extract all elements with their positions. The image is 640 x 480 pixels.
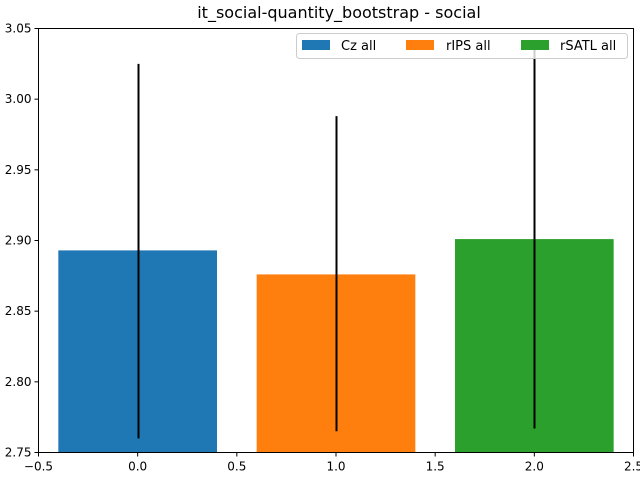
errorbars-group (137, 49, 536, 439)
chart-title: it_social-quantity_bootstrap - social (197, 3, 481, 23)
y-tick-label: 2.90 (5, 234, 32, 248)
x-tick-label: 2.0 (525, 460, 544, 474)
y-tick-label: 3.00 (5, 92, 32, 106)
legend-label-2: rSATL all (560, 39, 616, 54)
x-tick-label: 2.5 (624, 460, 640, 474)
x-tick-label: 0.0 (128, 460, 147, 474)
x-tick-label: −0.5 (24, 460, 53, 474)
y-tick-label: 3.05 (5, 22, 32, 36)
legend: Cz all rIPS all rSATL all (296, 33, 628, 59)
legend-swatch-2 (521, 40, 549, 50)
y-tick-label: 2.85 (5, 304, 32, 318)
legend-box (296, 33, 628, 59)
y-tick-label: 2.75 (5, 446, 32, 460)
x-tick-label: 1.5 (426, 460, 445, 474)
x-tick-label: 1.0 (326, 460, 345, 474)
x-axis: −0.5 0.0 0.5 1.0 1.5 2.0 2.5 (24, 452, 640, 474)
legend-swatch-1 (406, 40, 434, 50)
legend-label-1: rIPS all (446, 39, 491, 54)
y-axis: 2.75 2.80 2.85 2.90 2.95 3.00 3.05 (5, 22, 39, 460)
legend-label-0: Cz all (341, 39, 376, 54)
legend-swatch-0 (302, 40, 330, 50)
y-tick-label: 2.80 (5, 375, 32, 389)
x-tick-label: 0.5 (227, 460, 246, 474)
y-tick-label: 2.95 (5, 163, 32, 177)
